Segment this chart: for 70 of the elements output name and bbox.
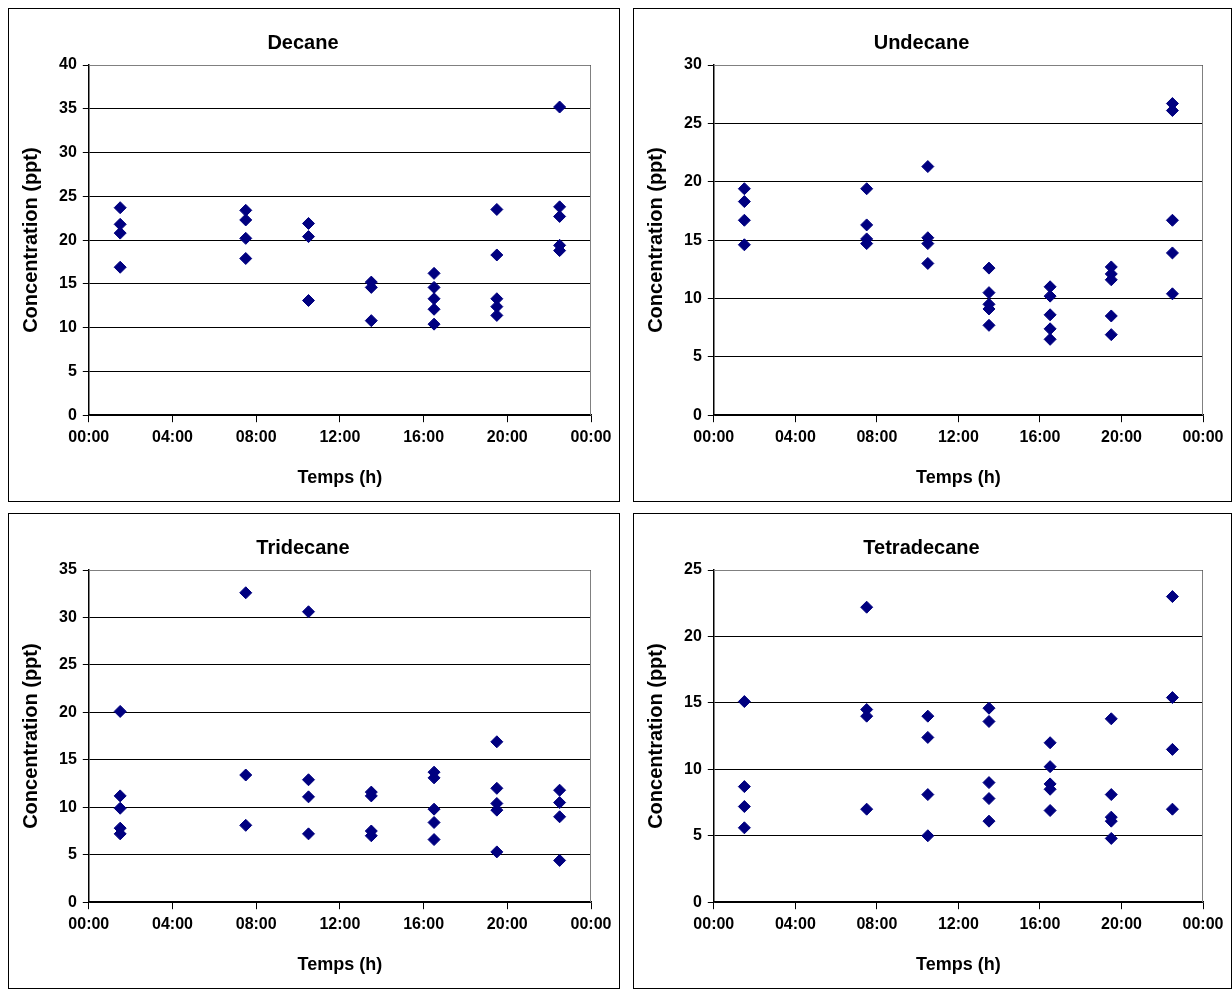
y-tick-label: 25 <box>684 113 702 131</box>
y-tick-label: 10 <box>59 797 77 815</box>
x-tick-label: 16:00 <box>403 428 445 446</box>
y-tick-label: 5 <box>67 361 77 379</box>
x-tick-label: 04:00 <box>774 428 816 446</box>
x-tick-label: 20:00 <box>1101 915 1143 933</box>
y-tick-label: 5 <box>692 826 702 844</box>
x-tick-label: 20:00 <box>1101 428 1143 446</box>
x-tick-label: 00:00 <box>570 428 612 446</box>
y-axis-title: Concentration (ppt) <box>643 643 666 829</box>
x-tick-label: 08:00 <box>856 915 898 933</box>
y-tick-label: 35 <box>59 560 77 578</box>
x-tick-label: 08:00 <box>235 428 277 446</box>
x-axis-title: Temps (h) <box>297 954 383 975</box>
x-tick-label: 04:00 <box>152 428 194 446</box>
x-tick-label: 00:00 <box>68 915 110 933</box>
x-tick-label: 04:00 <box>152 915 194 933</box>
y-axis-title: Concentration (ppt) <box>18 643 41 829</box>
chart-title: Tetradecane <box>863 535 980 558</box>
y-tick-label: 15 <box>59 750 77 768</box>
y-tick-label: 20 <box>684 626 702 644</box>
y-tick-label: 15 <box>59 274 77 292</box>
x-axis-title: Temps (h) <box>916 467 1001 488</box>
x-axis-title: Temps (h) <box>297 467 383 488</box>
x-tick-label: 08:00 <box>235 915 277 933</box>
y-tick-label: 15 <box>684 230 702 248</box>
y-tick-label: 5 <box>67 845 77 863</box>
y-tick-label: 20 <box>684 172 702 190</box>
x-tick-label: 00:00 <box>693 428 735 446</box>
x-tick-label: 20:00 <box>486 915 528 933</box>
y-tick-label: 25 <box>59 186 77 204</box>
y-tick-label: 30 <box>684 55 702 73</box>
y-tick-label: 0 <box>692 405 702 423</box>
chart-title: Tridecane <box>256 535 350 558</box>
y-axis-title: Concentration (ppt) <box>18 147 41 333</box>
y-tick-label: 10 <box>59 318 77 336</box>
y-axis-title: Concentration (ppt) <box>643 147 666 333</box>
y-tick-label: 35 <box>59 99 77 117</box>
y-tick-label: 0 <box>692 892 702 910</box>
x-tick-label: 16:00 <box>1019 915 1061 933</box>
y-tick-label: 15 <box>684 693 702 711</box>
y-tick-label: 0 <box>67 892 77 910</box>
x-tick-label: 12:00 <box>937 428 979 446</box>
x-tick-label: 16:00 <box>403 915 445 933</box>
y-tick-label: 30 <box>59 142 77 160</box>
x-tick-label: 12:00 <box>937 915 979 933</box>
x-tick-label: 00:00 <box>1182 428 1224 446</box>
x-tick-label: 00:00 <box>68 428 110 446</box>
y-tick-label: 40 <box>59 55 77 73</box>
y-tick-label: 25 <box>684 560 702 578</box>
x-tick-label: 16:00 <box>1019 428 1061 446</box>
x-tick-label: 00:00 <box>693 915 735 933</box>
x-tick-label: 12:00 <box>319 915 361 933</box>
y-tick-label: 0 <box>67 405 77 423</box>
y-tick-label: 20 <box>59 230 77 248</box>
y-tick-label: 5 <box>692 347 702 365</box>
x-tick-label: 00:00 <box>570 915 612 933</box>
y-tick-label: 25 <box>59 655 77 673</box>
chart-title: Undecane <box>873 30 970 53</box>
x-tick-label: 04:00 <box>774 915 816 933</box>
x-tick-label: 08:00 <box>856 428 898 446</box>
y-tick-label: 10 <box>684 288 702 306</box>
x-tick-label: 20:00 <box>486 428 528 446</box>
y-tick-label: 10 <box>684 759 702 777</box>
chart-title: Decane <box>267 30 339 53</box>
y-tick-label: 30 <box>59 607 77 625</box>
x-axis-title: Temps (h) <box>916 954 1001 975</box>
x-tick-label: 12:00 <box>319 428 361 446</box>
x-tick-label: 00:00 <box>1182 915 1224 933</box>
y-tick-label: 20 <box>59 702 77 720</box>
